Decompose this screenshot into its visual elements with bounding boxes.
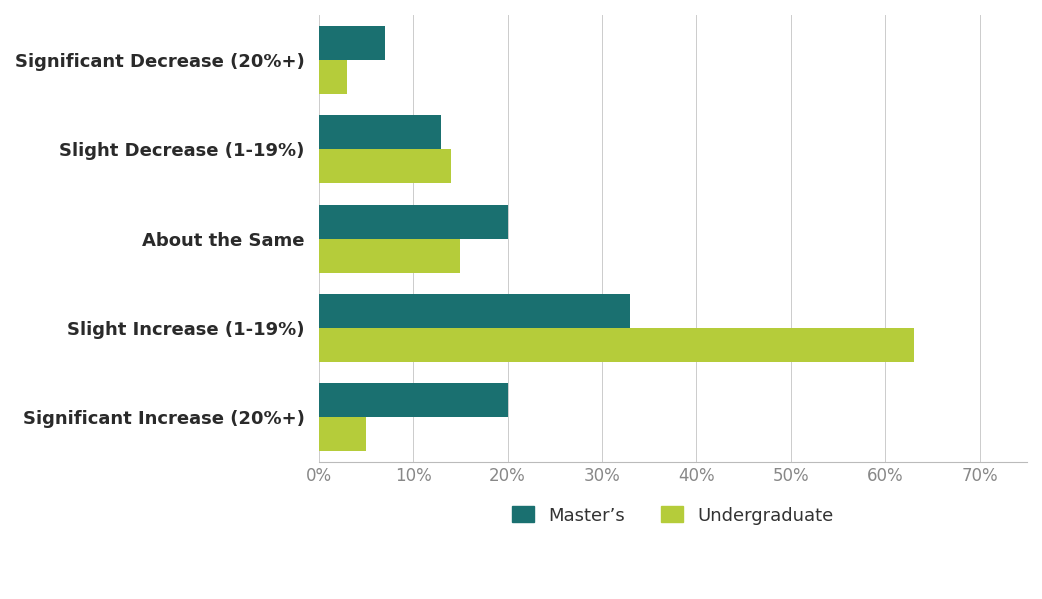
Bar	[319, 149, 451, 183]
Bar	[319, 328, 914, 362]
Bar	[319, 294, 630, 328]
Bar	[319, 238, 461, 273]
Bar	[319, 383, 507, 418]
Bar	[319, 205, 507, 238]
Bar	[319, 115, 442, 149]
Legend: Master’s, Undergraduate: Master’s, Undergraduate	[503, 497, 843, 534]
Bar	[319, 60, 347, 93]
Bar	[319, 418, 366, 452]
Bar	[319, 26, 384, 60]
